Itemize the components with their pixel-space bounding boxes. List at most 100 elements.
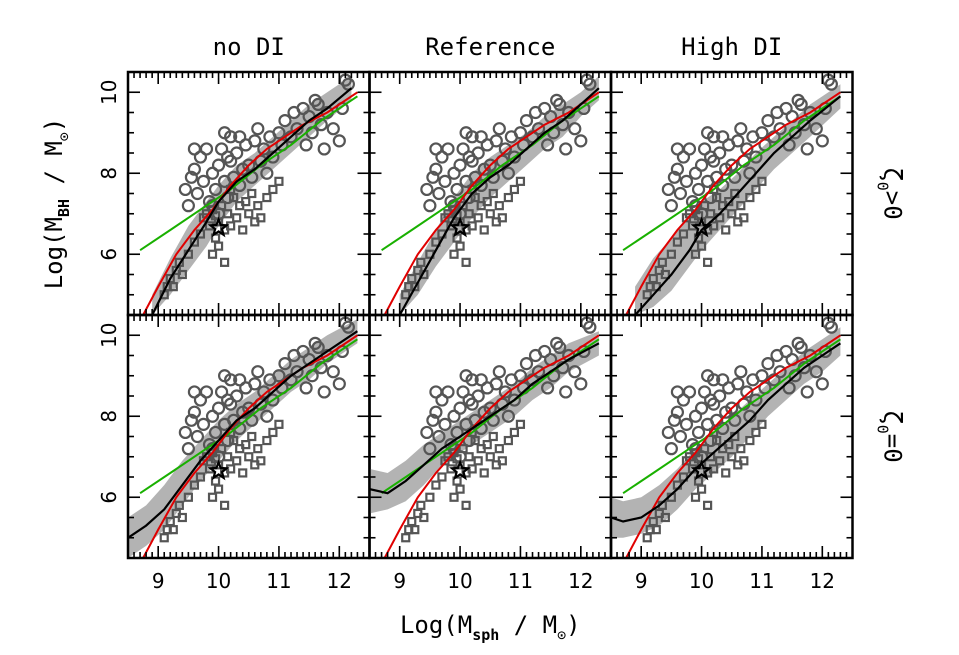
obs-circle-point: [462, 150, 476, 164]
obs-square-point: [739, 456, 749, 466]
obs-square-point: [757, 419, 767, 429]
x-tick-label: 10: [689, 569, 714, 593]
obs-circle-point: [196, 174, 211, 188]
obs-square-point: [223, 452, 233, 462]
obs-circle-point: [199, 142, 214, 156]
obs-circle-point: [507, 150, 522, 164]
obs-square-point: [174, 500, 184, 510]
obs-circle-point: [667, 413, 681, 427]
obs-square-point: [416, 257, 426, 267]
obs-circle-point: [559, 142, 573, 156]
x-tick-label: 10: [206, 569, 231, 593]
obs-square-point: [745, 435, 755, 446]
obs-circle-point: [498, 142, 512, 156]
obs-square-point: [226, 221, 236, 231]
obs-circle-point: [278, 113, 292, 128]
obs-circle-point: [740, 385, 754, 399]
obs-circle-point: [317, 385, 331, 399]
obs-square-point: [189, 480, 200, 490]
obs-square-point: [232, 213, 242, 223]
obs-square-point: [213, 241, 224, 251]
obs-square-point: [168, 525, 178, 535]
obs-circle-point: [211, 401, 226, 415]
obs-square-point: [262, 435, 272, 446]
obs-circle-point: [420, 182, 434, 197]
obs-circle-point: [670, 405, 685, 419]
column-title: High DI: [681, 33, 782, 61]
obs-circle-point: [438, 174, 452, 188]
obs-square-point: [177, 269, 187, 280]
star-marker: [690, 459, 713, 481]
obs-square-point: [751, 427, 761, 438]
obs-circle-point: [794, 97, 808, 112]
obs-square-point: [509, 427, 519, 438]
obs-circle-point: [670, 162, 685, 176]
obs-circle-point: [501, 409, 515, 423]
obs-square-point: [244, 452, 254, 462]
obs-circle-point: [809, 122, 823, 136]
obs-square-point: [739, 213, 749, 223]
obs-square-point: [401, 533, 411, 543]
obs-circle-point: [682, 385, 697, 399]
star-marker: [207, 459, 230, 481]
obs-circle-point: [426, 413, 440, 427]
obs-square-point: [425, 492, 435, 502]
obs-square-point: [745, 192, 755, 203]
obs-square-point: [268, 427, 278, 438]
obs-square-point: [437, 472, 447, 482]
obs-circle-point: [794, 340, 808, 354]
obs-square-point: [431, 480, 441, 490]
panel-r0-c2: [609, 70, 854, 317]
obs-square-point: [721, 225, 731, 235]
obs-circle-point: [574, 134, 588, 148]
obs-square-point: [642, 290, 652, 300]
obs-square-point: [183, 492, 193, 502]
obs-square-point: [189, 237, 200, 247]
obs-square-point: [696, 484, 707, 494]
obs-circle-point: [453, 401, 467, 415]
obs-square-point: [220, 257, 230, 267]
model-median-line: [369, 342, 600, 495]
y-axis-label: Log(MBH / M⊙): [40, 118, 73, 290]
obs-circle-point: [420, 425, 434, 440]
obs-square-point: [455, 241, 465, 251]
obs-circle-point: [483, 401, 497, 415]
obs-square-point: [660, 512, 670, 523]
obs-circle-point: [272, 126, 286, 140]
obs-circle-point: [501, 166, 515, 180]
obs-circle-point: [432, 429, 446, 444]
obs-circle-point: [513, 369, 528, 383]
model-median-line: [398, 87, 600, 315]
obs-square-point: [724, 440, 734, 450]
y-tick-label: 6: [97, 491, 121, 504]
obs-square-point: [494, 444, 504, 454]
obs-circle-point: [489, 377, 503, 391]
obs-circle-point: [187, 162, 202, 176]
obs-circle-point: [181, 442, 195, 456]
y-tick-label: 6: [97, 248, 121, 261]
x-tick-label: 12: [810, 569, 835, 593]
panel-r0-c1: [368, 70, 613, 317]
obs-square-point: [253, 201, 263, 211]
obs-circle-point: [749, 393, 763, 407]
y-tick-label: 10: [97, 80, 121, 105]
obs-square-point: [479, 468, 489, 478]
obs-circle-point: [694, 158, 709, 172]
obs-square-point: [485, 452, 495, 462]
obs-circle-point: [553, 97, 567, 112]
obs-square-point: [702, 500, 713, 510]
obs-circle-point: [725, 158, 739, 172]
obs-circle-point: [233, 373, 247, 387]
obs-circle-point: [800, 385, 814, 399]
obs-circle-point: [287, 348, 301, 363]
obs-circle-point: [290, 122, 304, 136]
green-relation-line: [622, 338, 841, 495]
obs-square-point: [757, 176, 767, 186]
obs-circle-point: [531, 122, 546, 136]
obs-square-point: [657, 257, 667, 267]
red-relation-line: [383, 91, 600, 315]
green-relation-line: [139, 95, 358, 252]
obs-circle-point: [498, 385, 512, 399]
obs-square-point: [195, 472, 206, 482]
panel-r0-c0: 6 8 10: [97, 70, 371, 317]
